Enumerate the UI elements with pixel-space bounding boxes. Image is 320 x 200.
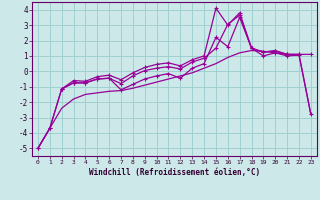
X-axis label: Windchill (Refroidissement éolien,°C): Windchill (Refroidissement éolien,°C): [89, 168, 260, 177]
